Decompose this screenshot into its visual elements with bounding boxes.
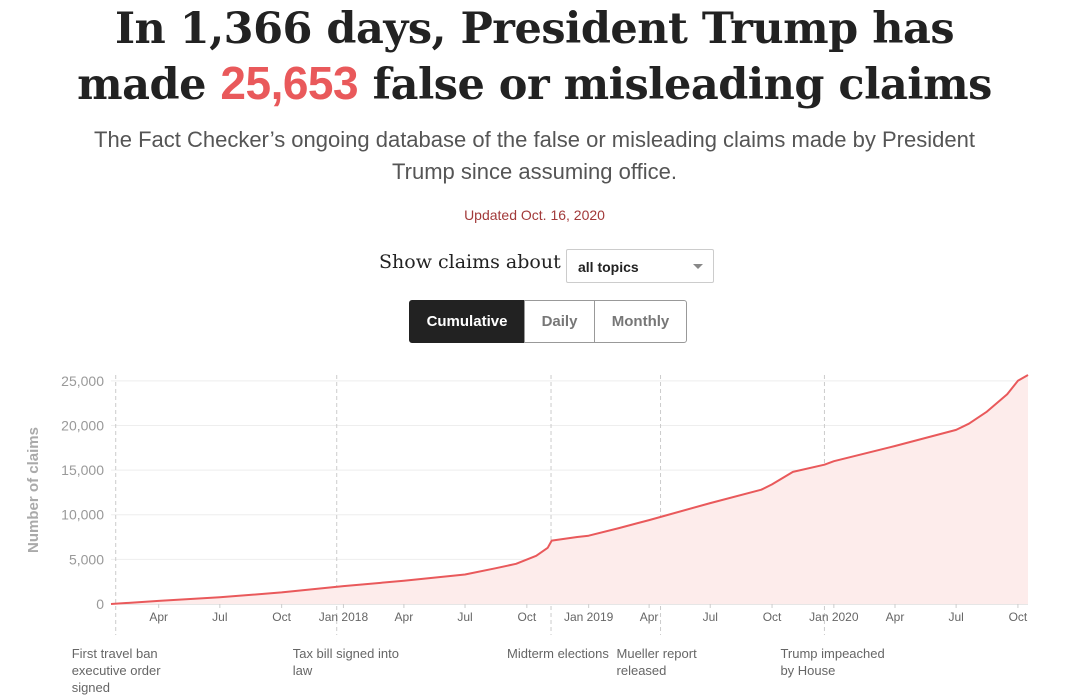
x-tick-label: Jan 2020	[809, 610, 859, 624]
cumulative-line	[110, 374, 1029, 605]
y-tick-label: 15,000	[61, 462, 104, 478]
event-label: Mueller report released	[616, 646, 697, 678]
x-tick-label: Apr	[640, 610, 659, 624]
view-toggle: Cumulative Daily Monthly	[409, 300, 687, 343]
y-tick-label: 10,000	[61, 507, 104, 523]
y-tick-label: 5,000	[69, 551, 104, 567]
x-tick-label: Jul	[457, 610, 472, 624]
y-axis-title: Number of claims	[25, 427, 42, 553]
headline-line-1: In 1,366 days, President Trump has	[114, 4, 955, 54]
headline-pre: made	[77, 60, 221, 110]
x-tick-label: Oct	[272, 610, 291, 624]
x-tick-label: Jan 2019	[564, 610, 614, 624]
cumulative-claims-chart: Number of claims 0 5,000 10,000 15,000 20,00…	[25, 373, 1029, 635]
daily-button[interactable]: Daily	[524, 300, 595, 343]
topic-select-value: all topics	[578, 259, 639, 275]
y-tick-label: 25,000	[61, 373, 104, 389]
x-tick-label: Jul	[212, 610, 227, 624]
topic-filter-label: Show claims about	[379, 251, 561, 273]
event-label: Tax bill signed into law	[292, 646, 399, 678]
cumulative-area	[111, 375, 1028, 604]
y-tick-label: 20,000	[61, 417, 104, 433]
chevron-down-icon	[693, 264, 703, 269]
monthly-button[interactable]: Monthly	[594, 300, 687, 343]
headline: In 1,366 days, President Trump has made …	[0, 2, 1069, 112]
headline-post: false or misleading claims	[358, 60, 993, 110]
updated-date: Updated Oct. 16, 2020	[464, 207, 605, 223]
x-tick-label: Jul	[703, 610, 718, 624]
topic-select[interactable]: all topics	[566, 249, 714, 283]
x-tick-label: Apr	[395, 610, 414, 624]
x-tick-label: Apr	[149, 610, 168, 624]
x-tick-label: Oct	[1009, 610, 1028, 624]
y-tick-label: 0	[96, 596, 104, 612]
topic-filter: Show claims about all topics	[0, 249, 1069, 285]
event-label: Midterm elections	[507, 646, 609, 661]
subhead: The Fact Checker’s ongoing database of t…	[94, 127, 975, 184]
cumulative-button[interactable]: Cumulative	[409, 300, 525, 343]
x-tick-label: Jan 2018	[319, 610, 369, 624]
x-tick-label: Oct	[763, 610, 782, 624]
x-tick-label: Jul	[948, 610, 963, 624]
x-tick-label: Oct	[518, 610, 537, 624]
x-tick-label: Apr	[886, 610, 905, 624]
event-label: First travel ban executive order signed	[71, 646, 161, 695]
claim-count: 25,653	[220, 57, 359, 109]
event-label: Trump impeached by House	[780, 646, 885, 678]
